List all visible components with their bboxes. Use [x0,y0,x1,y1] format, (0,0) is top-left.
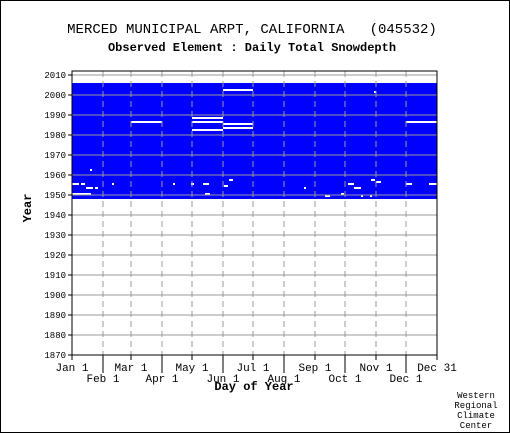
x-tick-label: Mar 1 [114,363,147,375]
missing-cell [90,169,92,171]
missing-cell [304,187,306,189]
missing-cell [95,187,98,189]
x-tick-label: May 1 [175,363,208,375]
x-tick-label: Jan 1 [55,363,88,375]
missing-cell [72,193,91,195]
credit-line: Western [457,391,495,401]
y-tick-label: 2000 [44,91,66,101]
x-tick-label: Jul 1 [236,363,269,375]
missing-cell [229,179,233,181]
missing-cell [86,187,93,189]
missing-cell [361,195,363,197]
x-tick-label: Nov 1 [359,363,392,375]
chart-title: MERCED MUNICIPAL ARPT, CALIFORNIA (04553… [67,22,437,38]
observed-block [72,83,437,199]
chart-subtitle: Observed Element : Daily Total Snowdepth [108,41,396,55]
y-tick-label: 1900 [44,291,66,301]
missing-cell [223,123,253,125]
missing-cell [406,121,437,123]
x-tick-label: Apr 1 [145,374,178,386]
x-tick-label: Oct 1 [328,374,361,386]
missing-cell [354,187,361,189]
missing-cell [131,121,162,123]
missing-cell [223,127,253,129]
missing-cell [223,89,253,91]
y-axis-label: Year [21,194,35,223]
plot-frame [71,70,438,356]
missing-cell [348,183,354,185]
missing-cell [205,193,210,195]
x-tick-label: Dec 1 [389,374,422,386]
credit-line: Center [460,421,492,431]
y-tick-label: 1920 [44,251,66,261]
missing-cell [112,183,114,185]
missing-cell [376,181,381,183]
missing-cell [81,183,85,185]
missing-cell [224,185,228,187]
missing-cell [374,91,376,93]
missing-cell [370,195,372,197]
x-tick-label: Feb 1 [86,374,119,386]
y-tick-label: 1990 [44,111,66,121]
missing-cell [406,183,412,185]
y-tick-label: 1980 [44,131,66,141]
x-tick-label: Jun 1 [206,374,239,386]
y-tick-label: 1870 [44,351,66,361]
y-tick-label: 1970 [44,151,66,161]
x-tick-label: Aug 1 [267,374,300,386]
missing-cell [192,117,223,119]
y-tick-label: 1940 [44,211,66,221]
x-tick-label: Sep 1 [298,363,331,375]
missing-cell [371,179,375,181]
missing-cell [341,193,344,195]
credit-line: Climate [457,411,495,421]
missing-cell [192,129,223,131]
credit-line: Regional [454,401,497,411]
missing-cell [72,183,79,185]
y-tick-label: 1910 [44,271,66,281]
y-tick-label: 1950 [44,191,66,201]
x-axis-label: Day of Year [214,380,293,394]
y-tick-label: 1880 [44,331,66,341]
y-tick-label: 1890 [44,311,66,321]
missing-cell [192,121,223,123]
missing-cell [429,183,437,185]
y-tick-label: 1960 [44,171,66,181]
x-tick-label: Dec 31 [417,363,457,375]
missing-cell [173,183,175,185]
missing-cell [325,195,330,197]
y-tick-label: 1930 [44,231,66,241]
missing-cell [203,183,209,185]
y-tick-label: 2010 [44,71,66,81]
